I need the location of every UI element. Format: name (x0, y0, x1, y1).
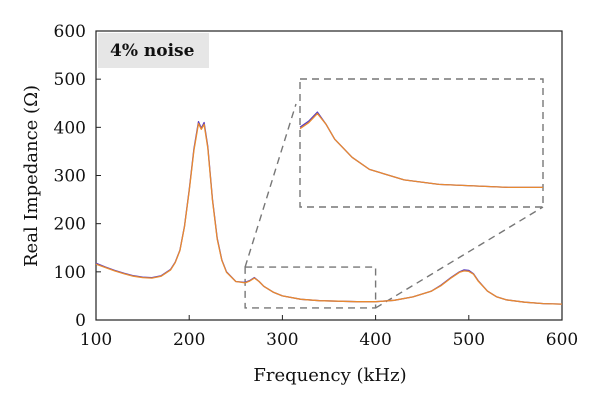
y-tick-label: 500 (54, 70, 86, 90)
y-tick-label: 400 (54, 118, 86, 138)
y-tick-label: 600 (54, 22, 86, 42)
x-tick-label: 300 (266, 330, 298, 350)
x-tick-label: 600 (546, 330, 578, 350)
series-line-1 (95, 120, 563, 305)
noise-annotation: 4% noise (110, 41, 195, 61)
zoom-connector-left (244, 103, 297, 268)
y-tick-label: 300 (54, 167, 86, 187)
x-tick-label: 400 (359, 330, 391, 350)
x-axis-title: Frequency (kHz) (253, 365, 406, 386)
x-tick-label: 100 (80, 330, 112, 350)
y-tick-label: 200 (54, 215, 86, 235)
zoom-connector-right (375, 206, 544, 309)
inset-series-line-2 (299, 112, 543, 189)
plot-frame (95, 30, 563, 321)
x-tick-label: 200 (173, 330, 205, 350)
y-tick-label: 100 (54, 263, 86, 283)
annotation-background (98, 33, 209, 68)
zoom-inset (244, 78, 544, 309)
zoom-source-box (244, 266, 377, 309)
inset-series-line-1 (299, 111, 543, 189)
series-line-2 (95, 122, 563, 305)
inset-box (299, 78, 544, 208)
x-tick-label: 500 (453, 330, 485, 350)
series-lines (95, 120, 563, 305)
axis-frame (95, 30, 563, 321)
y-axis-title: Real Impedance (Ω) (21, 85, 42, 267)
y-tick-label: 0 (75, 311, 86, 331)
